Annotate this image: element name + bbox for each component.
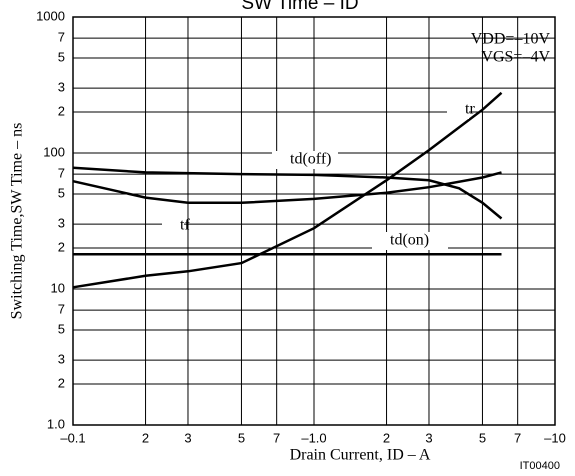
series-line — [72, 171, 502, 205]
y-tick-label: 100 — [43, 144, 65, 159]
y-axis-label: Switching Time,SW Time – ns — [9, 123, 26, 320]
y-tick-label: 3 — [58, 216, 65, 231]
x-tick-label: 3 — [184, 430, 191, 445]
x-tick-label: –1.0 — [301, 430, 326, 445]
y-tick-label: 7 — [58, 30, 65, 45]
annotation: VGS=–4V — [481, 49, 550, 66]
x-tick-label: 5 — [238, 430, 245, 445]
y-tick-label: 7 — [58, 302, 65, 317]
y-tick-label: 3 — [58, 80, 65, 95]
series-label: td(off) — [290, 151, 331, 168]
y-tick-label: 2 — [58, 103, 65, 118]
series-label: tf — [180, 217, 190, 234]
series-line — [72, 166, 503, 220]
x-tick-label: –10 — [544, 430, 566, 445]
y-tick-label: 1.0 — [47, 416, 65, 431]
x-tick-label: –0.1 — [60, 430, 85, 445]
plot-frame — [72, 16, 556, 426]
y-tick-label: 2 — [58, 239, 65, 254]
y-tick-label: 10 — [51, 280, 65, 295]
label-bg — [372, 232, 448, 250]
label-bg — [447, 101, 469, 119]
x-tick-label: 3 — [425, 430, 432, 445]
series-label: td(on) — [390, 232, 429, 249]
x-axis-label: Drain Current, ID – A — [290, 447, 431, 464]
y-tick-label: 5 — [58, 321, 65, 336]
y-tick-label: 2 — [58, 375, 65, 390]
label-bg — [162, 217, 184, 235]
figure-code: IT00400 — [520, 460, 560, 472]
y-tick-label: 5 — [58, 185, 65, 200]
label-bg — [272, 151, 338, 169]
x-tick-label: 7 — [273, 430, 280, 445]
series-label: tr — [465, 101, 475, 118]
y-tick-label: 3 — [58, 352, 65, 367]
annotation: VDD=–10V — [471, 31, 551, 48]
series-line — [72, 91, 503, 289]
x-tick-label: 7 — [514, 430, 521, 445]
y-tick-label: 1000 — [36, 8, 65, 23]
x-tick-label: 2 — [383, 430, 390, 445]
y-tick-label: 7 — [58, 166, 65, 181]
x-tick-label: 5 — [479, 430, 486, 445]
x-tick-label: 2 — [142, 430, 149, 445]
chart-title: SW Time – ID — [241, 0, 358, 14]
y-tick-label: 5 — [58, 49, 65, 64]
